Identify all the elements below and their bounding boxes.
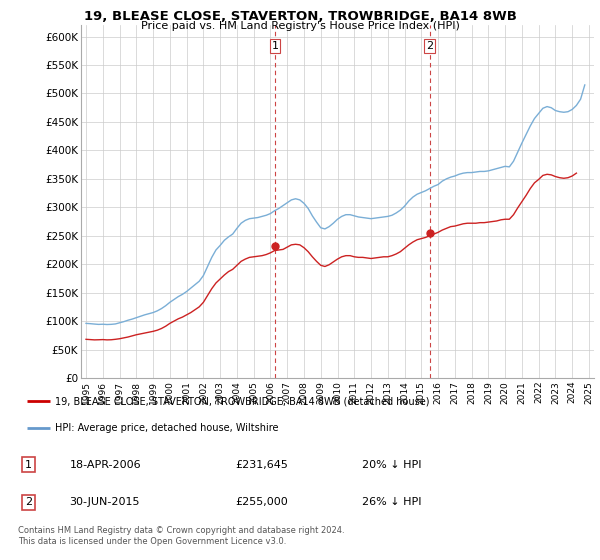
Text: 1: 1	[272, 41, 279, 51]
Text: HPI: Average price, detached house, Wiltshire: HPI: Average price, detached house, Wilt…	[55, 423, 279, 433]
Text: 19, BLEASE CLOSE, STAVERTON, TROWBRIDGE, BA14 8WB: 19, BLEASE CLOSE, STAVERTON, TROWBRIDGE,…	[83, 10, 517, 23]
Text: £231,645: £231,645	[236, 460, 289, 470]
Text: £255,000: £255,000	[236, 497, 289, 507]
Text: 1: 1	[25, 460, 32, 470]
Text: 19, BLEASE CLOSE, STAVERTON, TROWBRIDGE, BA14 8WB (detached house): 19, BLEASE CLOSE, STAVERTON, TROWBRIDGE,…	[55, 396, 430, 407]
Text: 2: 2	[25, 497, 32, 507]
Text: Contains HM Land Registry data © Crown copyright and database right 2024.
This d: Contains HM Land Registry data © Crown c…	[18, 526, 344, 546]
Text: Price paid vs. HM Land Registry's House Price Index (HPI): Price paid vs. HM Land Registry's House …	[140, 21, 460, 31]
Text: 2: 2	[426, 41, 433, 51]
Text: 30-JUN-2015: 30-JUN-2015	[70, 497, 140, 507]
Text: 18-APR-2006: 18-APR-2006	[70, 460, 141, 470]
Text: 26% ↓ HPI: 26% ↓ HPI	[362, 497, 421, 507]
Text: 20% ↓ HPI: 20% ↓ HPI	[362, 460, 421, 470]
